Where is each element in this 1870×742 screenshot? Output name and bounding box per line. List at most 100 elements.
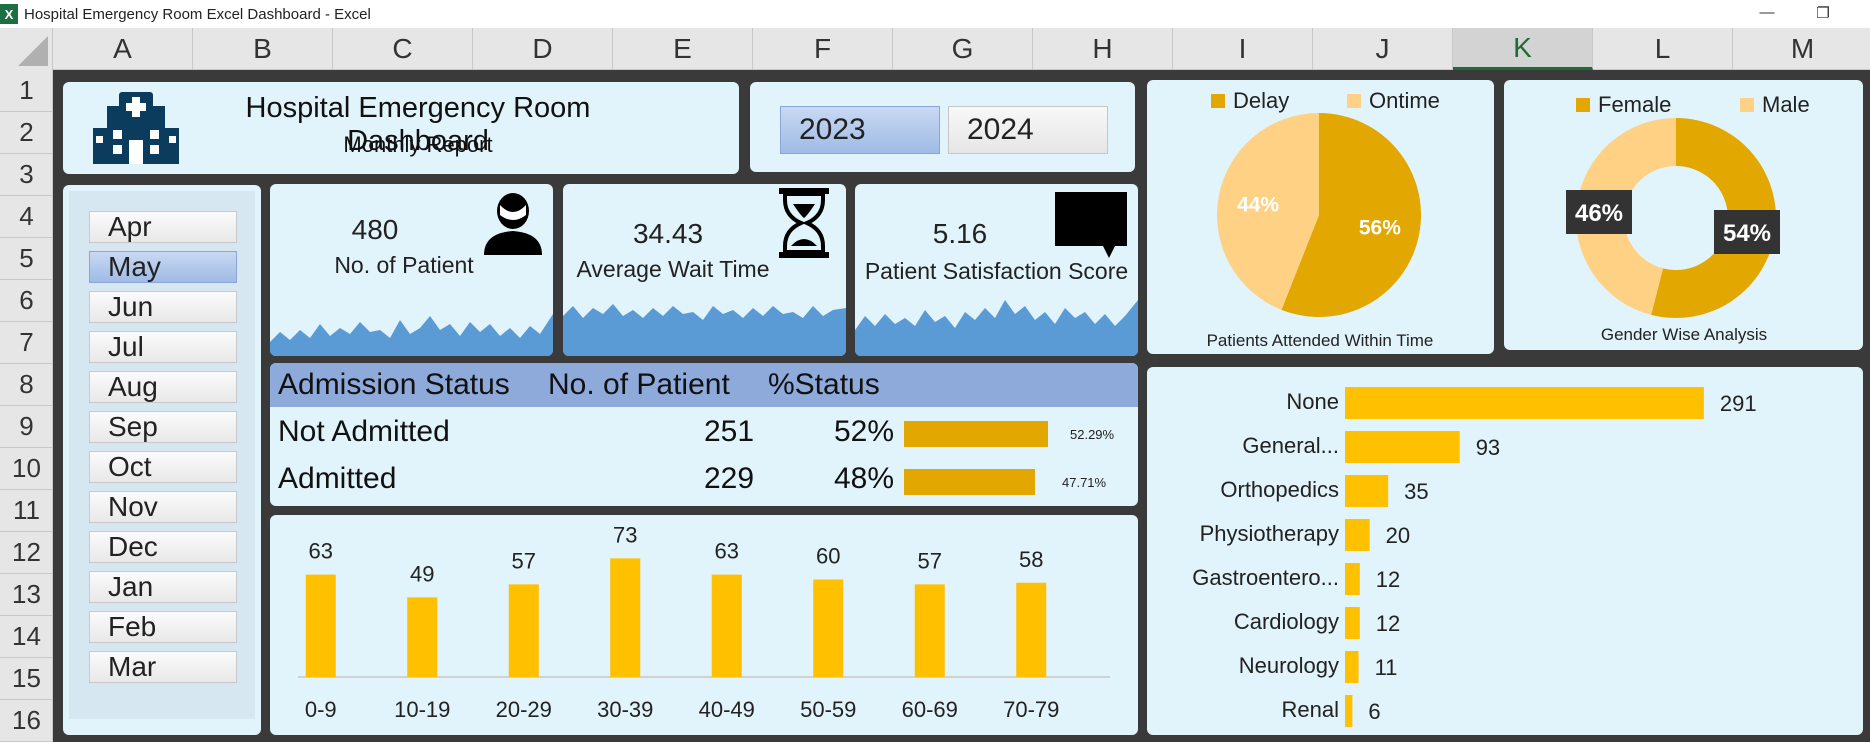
kpi-card-satisfaction: 5.16 Patient Satisfaction Score [855, 184, 1138, 356]
column-header-m[interactable]: M [1733, 28, 1870, 70]
legend-label: Ontime [1369, 88, 1440, 113]
row-header-14[interactable]: 14 [0, 616, 53, 658]
month-button-dec[interactable]: Dec [89, 531, 237, 563]
age-bar [508, 584, 539, 677]
x-tick-label: 10-19 [394, 697, 450, 722]
kpi-card-wait: 34.43 Average Wait Time [563, 184, 846, 356]
row-header-8[interactable]: 8 [0, 364, 53, 406]
age-bar [1016, 582, 1047, 677]
data-label: 46% [1575, 200, 1623, 227]
month-button-feb[interactable]: Feb [89, 611, 237, 643]
row-header-7[interactable]: 7 [0, 322, 53, 364]
sparkline [855, 300, 1138, 356]
data-label: 93 [1476, 435, 1500, 460]
data-label: 49 [410, 561, 434, 586]
row-header-11[interactable]: 11 [0, 490, 53, 532]
column-header-b[interactable]: B [193, 28, 333, 70]
month-button-jul[interactable]: Jul [89, 331, 237, 363]
restore-icon[interactable]: ❐ [1816, 5, 1830, 22]
row-header-1[interactable]: 1 [0, 70, 53, 112]
month-button-apr[interactable]: Apr [89, 211, 237, 243]
row-header-5[interactable]: 5 [0, 238, 53, 280]
kpi-value: 5.16 [932, 218, 988, 249]
data-label: 44% [1237, 193, 1279, 216]
admission-status: Admitted [278, 462, 397, 495]
data-label: 35 [1404, 479, 1428, 504]
legend-swatch [1347, 94, 1361, 108]
row-header-10[interactable]: 10 [0, 448, 53, 490]
column-header-h[interactable]: H [1033, 28, 1173, 70]
data-label: 12 [1376, 611, 1400, 636]
kpi-label: No. of Patient [334, 252, 474, 278]
legend-label: Female [1598, 92, 1671, 117]
person-icon [484, 193, 542, 255]
column-header-l[interactable]: L [1593, 28, 1733, 70]
minimize-icon[interactable]: — [1759, 4, 1775, 21]
department-bar [1345, 563, 1360, 595]
department-bar [1345, 475, 1389, 507]
month-button-may[interactable]: May [89, 251, 237, 283]
excel-app-icon: X [0, 4, 18, 24]
department-chart-card: None 291 General... 93 Orthopedics 35 Physioth… [1147, 367, 1863, 735]
data-label-box [1566, 190, 1632, 234]
x-tick-label: 50-59 [800, 697, 856, 722]
department-bar [1345, 607, 1360, 639]
category-label: Cardiology [1234, 609, 1339, 634]
row-header-6[interactable]: 6 [0, 280, 53, 322]
sparkline [563, 304, 846, 356]
department-bar [1345, 519, 1370, 551]
column-header-a[interactable]: A [53, 28, 193, 70]
data-label: 63 [309, 539, 333, 564]
row-header-12[interactable]: 12 [0, 532, 53, 574]
row-header-16[interactable]: 16 [0, 700, 53, 742]
month-button-nov[interactable]: Nov [89, 491, 237, 523]
age-bar [305, 574, 336, 677]
admission-status: Not Admitted [278, 415, 450, 448]
pie-slice [1281, 113, 1421, 317]
legend-swatch [1740, 98, 1754, 112]
legend-label: Male [1762, 92, 1810, 117]
column-header-k[interactable]: K [1453, 28, 1593, 70]
year-button-2024[interactable]: 2024 [948, 106, 1108, 154]
chart-title: Patients Attended Within Time [1207, 331, 1434, 350]
row-header-4[interactable]: 4 [0, 196, 53, 238]
chart-title: Gender Wise Analysis [1601, 325, 1767, 344]
row-header-15[interactable]: 15 [0, 658, 53, 700]
month-button-sep[interactable]: Sep [89, 411, 237, 443]
admission-table: Admission Status No. of Patient %Status … [270, 363, 1138, 506]
column-header-c[interactable]: C [333, 28, 473, 70]
column-header-e[interactable]: E [613, 28, 753, 70]
column-header-j[interactable]: J [1313, 28, 1453, 70]
month-button-mar[interactable]: Mar [89, 651, 237, 683]
row-header-2[interactable]: 2 [0, 112, 53, 154]
age-bar [813, 579, 844, 677]
hourglass-icon [779, 188, 829, 258]
select-all-corner[interactable] [0, 28, 53, 70]
column-header-f[interactable]: F [753, 28, 893, 70]
month-button-jan[interactable]: Jan [89, 571, 237, 603]
row-header-9[interactable]: 9 [0, 406, 53, 448]
gender-chart-card: Female Male 54% 46% Gender Wise Analysis [1504, 80, 1863, 350]
admission-bar [904, 469, 1035, 495]
year-button-2023[interactable]: 2023 [780, 106, 940, 154]
data-label: 63 [715, 539, 739, 564]
gender-donut-chart: Female Male 54% 46% Gender Wise Analysis [1566, 92, 1810, 344]
dashboard-title: Hospital Emergency Room Dashboard [245, 92, 591, 157]
column-header-i[interactable]: I [1173, 28, 1313, 70]
row-header-13[interactable]: 13 [0, 574, 53, 616]
category-label: Neurology [1239, 653, 1339, 678]
kpi-value: 480 [351, 214, 399, 245]
category-label: None [1286, 389, 1339, 414]
month-button-oct[interactable]: Oct [89, 451, 237, 483]
year-slicer: 2023 2024 [750, 82, 1135, 172]
column-header-g[interactable]: G [893, 28, 1033, 70]
row-header-3[interactable]: 3 [0, 154, 53, 196]
month-button-aug[interactable]: Aug [89, 371, 237, 403]
month-button-jun[interactable]: Jun [89, 291, 237, 323]
x-tick-label: 60-69 [902, 697, 958, 722]
department-bar-chart: None 291 General... 93 Orthopedics 35 Physioth… [1192, 387, 1757, 727]
category-label: Physiotherapy [1200, 521, 1339, 546]
legend-label: Delay [1233, 88, 1289, 113]
column-header-d[interactable]: D [473, 28, 613, 70]
admission-detail: 52.29% [1070, 427, 1115, 442]
